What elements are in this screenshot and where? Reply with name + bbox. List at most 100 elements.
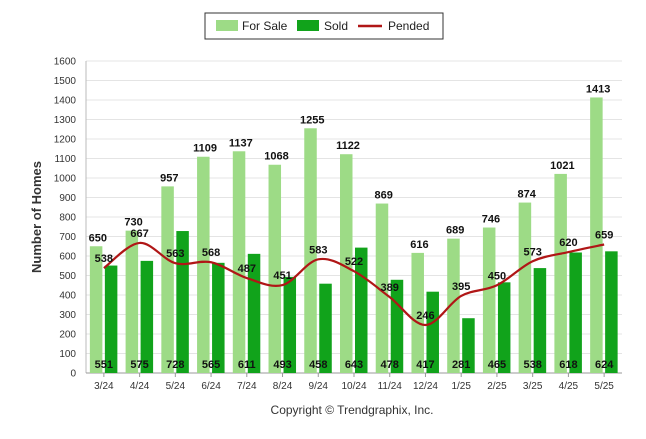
data-label-pended: 246 xyxy=(416,310,434,322)
y-tick-label: 600 xyxy=(59,252,76,263)
y-tick-label: 1600 xyxy=(54,57,77,68)
bar-for-sale xyxy=(447,238,460,373)
data-label-for-sale: 869 xyxy=(375,190,393,202)
bar-sold xyxy=(390,279,404,373)
data-label-for-sale: 1137 xyxy=(229,137,253,149)
y-tick-label: 900 xyxy=(59,193,76,204)
data-label-pended: 487 xyxy=(238,263,256,275)
data-label-pended: 538 xyxy=(95,253,113,265)
y-tick-label: 1300 xyxy=(54,115,77,126)
bar-sold xyxy=(462,318,475,373)
bars xyxy=(89,97,618,373)
data-label-sold: 493 xyxy=(273,359,291,371)
y-tick-label: 300 xyxy=(59,310,76,321)
data-labels: 650 551 730 575 957 728 1109 565 1137 611 1068 493 1… xyxy=(89,83,615,371)
data-label-for-sale: 1413 xyxy=(586,83,610,95)
bar-for-sale xyxy=(375,203,389,373)
data-label-for-sale: 1109 xyxy=(193,143,217,155)
x-tick-label: 11/24 xyxy=(378,381,403,392)
bar-for-sale xyxy=(125,230,139,373)
legend-label-pended: Pended xyxy=(388,19,429,33)
y-tick-label: 1000 xyxy=(54,174,77,185)
bar-for-sale xyxy=(89,246,103,373)
data-label-sold: 618 xyxy=(559,359,577,371)
data-label-pended: 659 xyxy=(595,229,613,241)
data-label-for-sale: 746 xyxy=(482,214,500,226)
data-label-for-sale: 650 xyxy=(89,232,107,244)
bar-sold xyxy=(176,231,189,373)
bar-sold xyxy=(497,282,511,373)
data-label-for-sale: 730 xyxy=(124,217,142,229)
bar-for-sale xyxy=(590,97,603,373)
bar-sold xyxy=(212,262,225,373)
bar-sold xyxy=(140,260,154,373)
x-tick-label: 1/25 xyxy=(451,381,471,392)
x-tick-label: 3/24 xyxy=(94,381,114,392)
bar-for-sale xyxy=(304,128,317,373)
y-tick-label: 0 xyxy=(70,369,76,380)
y-tick-label: 400 xyxy=(59,291,76,302)
data-label-sold: 417 xyxy=(416,359,434,371)
bar-sold xyxy=(283,276,297,373)
y-tick-label: 700 xyxy=(59,232,76,243)
x-tick-label: 12/24 xyxy=(413,381,438,392)
legend-label-sold: Sold xyxy=(324,19,348,33)
data-label-sold: 538 xyxy=(523,359,541,371)
x-tick-label: 4/24 xyxy=(130,381,150,392)
bar-sold xyxy=(605,251,618,373)
data-label-sold: 281 xyxy=(452,359,470,371)
data-label-for-sale: 689 xyxy=(446,225,464,237)
x-axis: 3/24 4/24 5/24 6/24 7/24 8/24 9/24 10/24 11/24 12… xyxy=(94,373,614,392)
data-label-for-sale: 1068 xyxy=(264,151,288,163)
data-label-pended: 522 xyxy=(345,256,363,268)
x-tick-label: 4/25 xyxy=(559,381,579,392)
legend-label-for-sale: For Sale xyxy=(242,19,288,33)
x-tick-label: 5/24 xyxy=(166,381,186,392)
bar-sold xyxy=(104,265,118,373)
data-label-for-sale: 957 xyxy=(160,172,178,184)
copyright: Copyright © Trendgraphix, Inc. xyxy=(271,403,434,417)
x-tick-label: 3/25 xyxy=(523,381,543,392)
y-tick-label: 1100 xyxy=(54,154,76,165)
y-tick-label: 1200 xyxy=(54,135,77,146)
data-label-pended: 395 xyxy=(452,281,470,293)
data-label-sold: 643 xyxy=(345,359,363,371)
data-label-pended: 620 xyxy=(559,237,577,249)
data-label-for-sale: 874 xyxy=(517,189,536,201)
bar-for-sale xyxy=(482,227,496,373)
bar-for-sale xyxy=(554,173,567,373)
y-tick-label: 100 xyxy=(59,349,76,360)
bar-for-sale xyxy=(340,154,353,373)
data-label-sold: 575 xyxy=(130,359,148,371)
y-tick-label: 1500 xyxy=(54,76,77,87)
data-label-sold: 478 xyxy=(381,359,399,371)
bar-for-sale xyxy=(232,151,246,373)
data-label-sold: 465 xyxy=(488,359,506,371)
data-label-for-sale: 1021 xyxy=(550,160,574,172)
bar-sold xyxy=(247,253,261,373)
bar-sold xyxy=(569,252,582,373)
bar-sold xyxy=(319,283,332,373)
legend: For Sale Sold Pended xyxy=(204,12,444,40)
bar-for-sale xyxy=(518,202,532,373)
data-label-sold: 611 xyxy=(238,359,256,371)
y-tick-label: 200 xyxy=(59,330,76,341)
x-tick-label: 9/24 xyxy=(309,381,329,392)
data-label-sold: 565 xyxy=(202,359,220,371)
legend-swatch-sold xyxy=(297,20,319,31)
grid xyxy=(86,60,622,374)
x-tick-label: 5/25 xyxy=(594,381,614,392)
data-label-sold: 458 xyxy=(309,359,327,371)
data-label-pended: 573 xyxy=(523,246,541,258)
data-label-pended: 450 xyxy=(488,270,506,282)
x-tick-label: 10/24 xyxy=(341,381,366,392)
x-tick-label: 8/24 xyxy=(273,381,293,392)
pended-line xyxy=(103,241,605,327)
data-label-for-sale: 1122 xyxy=(336,140,360,152)
x-tick-label: 6/24 xyxy=(201,381,221,392)
data-label-pended: 568 xyxy=(202,247,220,259)
data-label-sold: 551 xyxy=(95,359,113,371)
data-label-sold: 624 xyxy=(595,359,614,371)
